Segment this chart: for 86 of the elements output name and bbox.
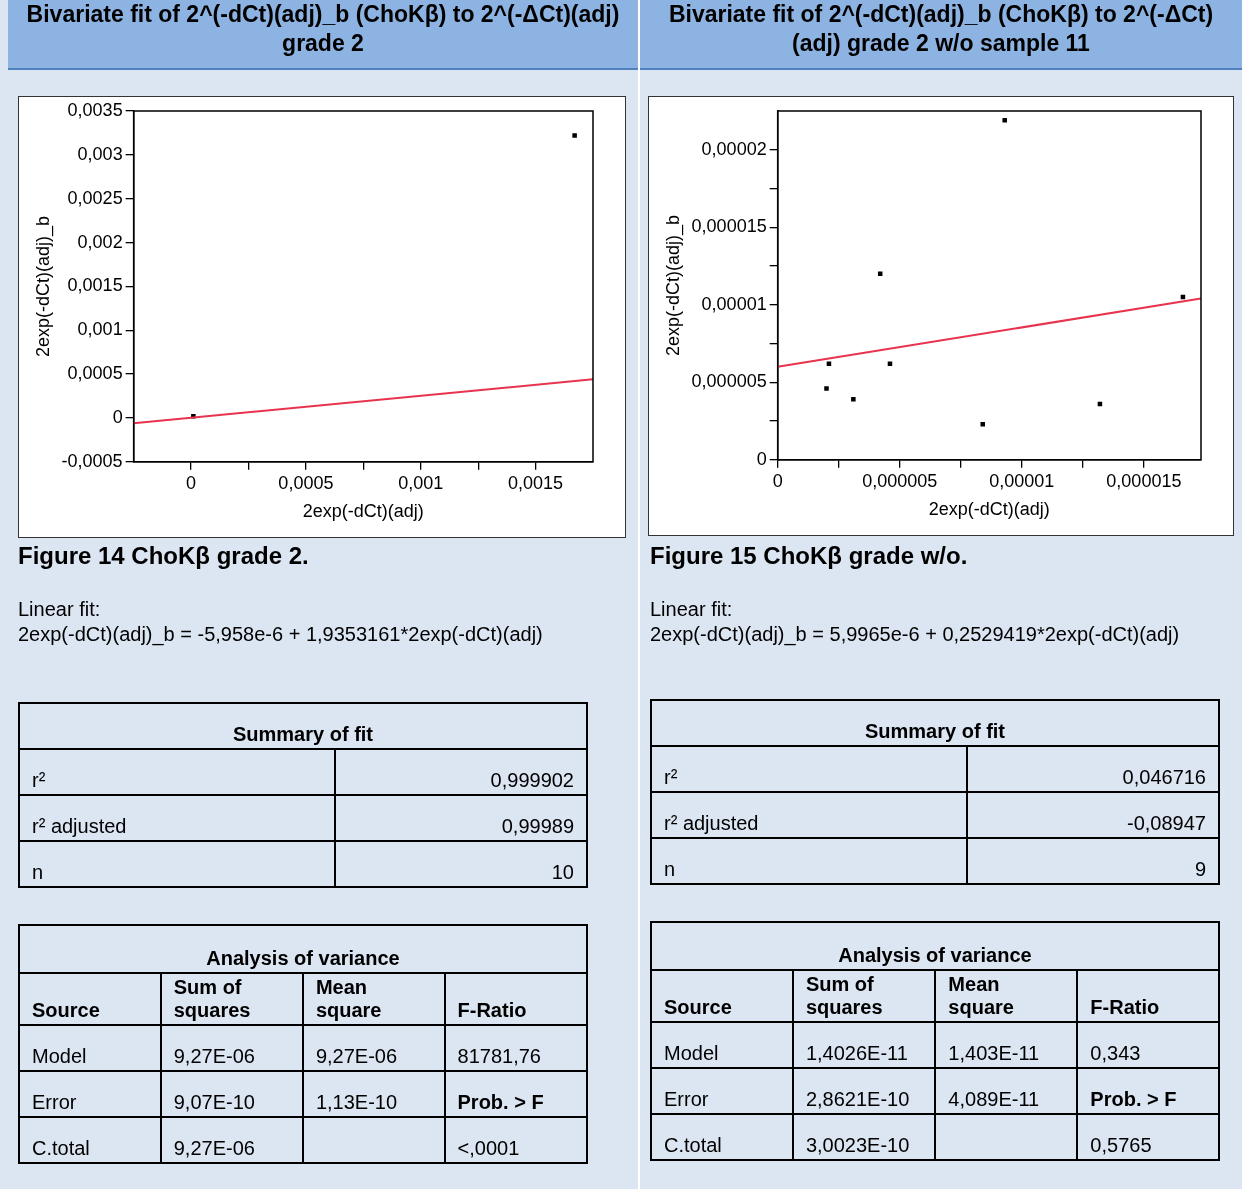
text: Error [19, 1071, 161, 1117]
x-tick-label: 0,0015 [508, 472, 564, 493]
y-tick-label: 0 [756, 448, 767, 469]
text: 2exp(-dCt)(adj)_b = 5,9965e-6 + 0,2529419*2exp(-dCt)(adj) [650, 623, 1180, 646]
text: r² adjusted [651, 792, 967, 838]
text: 81781,76 [444, 1025, 587, 1071]
x-tick-label: 0,0005 [278, 472, 334, 493]
text: 9 [967, 838, 1219, 884]
text: Model [19, 1025, 161, 1071]
text: Sum of squares [792, 970, 936, 1022]
y-axis-title: 2exp(-dCt)(adj)_b [32, 215, 54, 357]
text: 9,27E-06 [160, 1025, 303, 1071]
text: F-Ratio [1077, 970, 1219, 1022]
caption: Figure 14 ChoKβ grade 2. [18, 542, 309, 570]
x-tick-label: 0 [186, 472, 197, 493]
point [887, 361, 893, 366]
text: Linear fit: [650, 598, 733, 621]
y-tick-label: 0,002 [77, 231, 123, 252]
text: 0,046716 [967, 746, 1219, 792]
text: 9,27E-06 [160, 1117, 303, 1163]
chart-title: Bivariate fit of 2^(-dCt)(adj)_b (ChoKβ) to 2^(-ΔCt)(adj) grade 2 w/o sample 11 [640, 0, 1242, 70]
text: C.total [651, 1114, 793, 1160]
y-tick-label: 0,00001 [701, 293, 767, 314]
x-axis-title: 2exp(-dCt)(adj) [928, 499, 1050, 520]
text: Sum of squares [160, 973, 303, 1025]
text: 2exp(-dCt)(adj)_b = -5,958e-6 + 1,9353161*2exp(-dCt)(adj) [18, 623, 543, 646]
text: 0,999902 [335, 749, 587, 795]
text: 0,99989 [335, 795, 587, 841]
point [826, 361, 832, 366]
x-axis-title: 2exp(-dCt)(adj) [302, 501, 424, 522]
point [980, 421, 986, 427]
y-tick-label: 0 [112, 406, 123, 427]
text: Summary of fit [651, 700, 1219, 746]
text: Error [651, 1068, 793, 1114]
text: r² [651, 746, 967, 792]
x-tick-label: 0,000005 [862, 470, 938, 491]
text: 9,27E-06 [302, 1025, 445, 1071]
text: 1,13E-10 [302, 1071, 445, 1117]
text: Prob. > F [1077, 1068, 1219, 1114]
text: Linear fit: [18, 598, 101, 621]
text: 4,089E-11 [935, 1068, 1078, 1114]
y-tick-label: -0,0005 [61, 450, 123, 471]
text: Prob. > F [444, 1071, 587, 1117]
text: 1,403E-11 [935, 1022, 1078, 1068]
text: n [19, 841, 335, 887]
text: r² adjusted [19, 795, 335, 841]
caption: Figure 15 ChoKβ grade w/o. [650, 542, 968, 570]
y-tick-label: 0,000015 [691, 216, 767, 237]
x-tick-label: 0,001 [398, 472, 444, 493]
text: Summary of fit [19, 703, 587, 749]
text: <,0001 [444, 1117, 587, 1163]
text: C.total [19, 1117, 161, 1163]
y-tick-label: 0,0025 [67, 187, 123, 208]
text: n [651, 838, 967, 884]
x-tick-label: 0 [772, 470, 783, 491]
text: Mean square [302, 973, 445, 1025]
text: 0,5765 [1077, 1114, 1219, 1160]
y-tick-label: 0,001 [77, 319, 123, 340]
y-axis-title: 2exp(-dCt)(adj)_b [662, 214, 684, 356]
y-tick-label: 0,003 [77, 143, 123, 164]
text: r² [19, 749, 335, 795]
point [1002, 118, 1007, 123]
text: 2,8621E-10 [792, 1068, 936, 1114]
chart-title: Bivariate fit of 2^(-dCt)(adj)_b (ChoKβ) to 2^(-ΔCt)(adj) grade 2 [8, 0, 638, 70]
text: Analysis of variance [651, 922, 1219, 970]
text: -0,08947 [967, 792, 1219, 838]
x-tick-label: 0,00001 [989, 470, 1055, 491]
text: F-Ratio [444, 973, 587, 1025]
text: Mean square [935, 970, 1078, 1022]
x-tick-label: 0,000015 [1106, 470, 1182, 491]
text: Analysis of variance [19, 925, 587, 973]
y-tick-label: 0,0035 [67, 99, 123, 120]
point [824, 386, 829, 391]
point [851, 397, 856, 402]
text: Source [19, 973, 161, 1025]
text: 0,343 [1077, 1022, 1219, 1068]
y-tick-label: 0,000005 [691, 371, 767, 392]
y-tick-label: 0,0005 [67, 363, 123, 384]
y-tick-label: 0,00002 [701, 138, 767, 159]
y-tick-label: 0,0015 [67, 275, 123, 296]
text: 10 [335, 841, 587, 887]
text: Source [651, 970, 793, 1022]
text: 9,07E-10 [160, 1071, 303, 1117]
text: 3,0023E-10 [792, 1114, 936, 1160]
text: Model [651, 1022, 793, 1068]
text: 1,4026E-11 [792, 1022, 936, 1068]
